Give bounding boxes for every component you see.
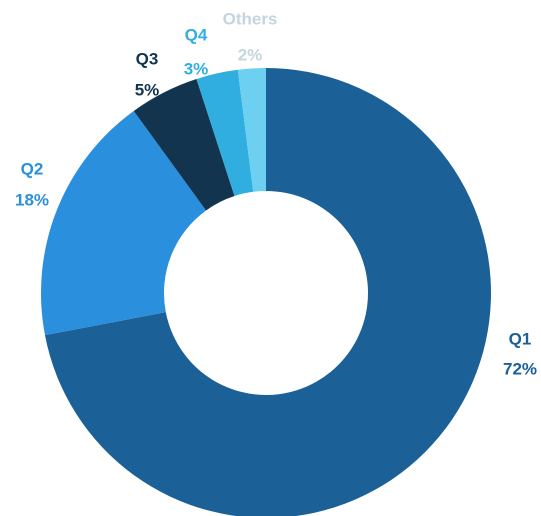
slice-value-label: 5% xyxy=(135,80,160,99)
slice-value-label: 2% xyxy=(238,45,263,64)
slice-value-label: 72% xyxy=(503,359,537,378)
donut-slice xyxy=(40,110,207,336)
donut-slice xyxy=(237,68,266,192)
donut-slice xyxy=(44,68,491,516)
slice-label: Q3 xyxy=(136,49,159,68)
slice-label: Q2 xyxy=(21,159,44,178)
slice-label: Q4 xyxy=(185,25,208,44)
slice-label: Q1 xyxy=(509,329,532,348)
donut-slice xyxy=(196,69,254,196)
slice-value-label: 3% xyxy=(184,59,209,78)
slice-label: Others xyxy=(223,9,278,28)
slice-value-label: 18% xyxy=(15,190,49,209)
donut-slice xyxy=(133,79,235,211)
